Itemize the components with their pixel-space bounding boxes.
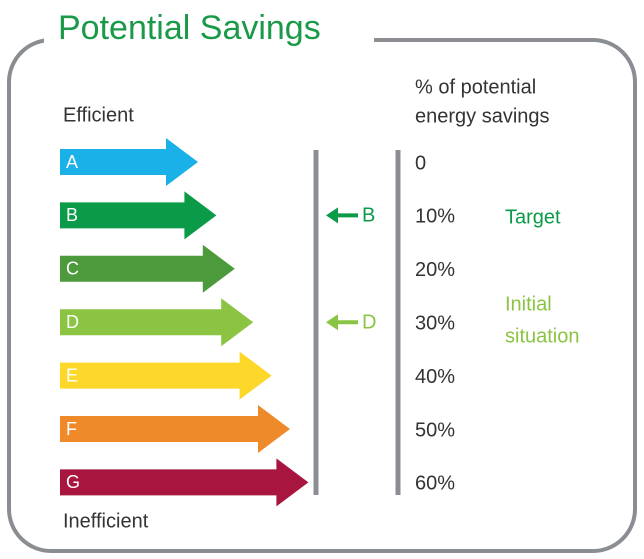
scale-level: 40% (415, 366, 455, 388)
class-label: D (66, 312, 79, 332)
scale-level: 50% (415, 419, 455, 441)
marker-head (326, 314, 338, 331)
note: Target (505, 206, 561, 228)
scale-level: 30% (415, 312, 455, 334)
note: Initial (505, 293, 552, 315)
class-arrow (60, 138, 198, 186)
scale-level: 60% (415, 473, 455, 495)
class-arrow (60, 458, 309, 507)
class-label: G (66, 472, 80, 492)
class-label: A (66, 152, 78, 172)
marker-label: D (362, 311, 376, 333)
scale-header: energy savings (415, 105, 550, 127)
scale-level: 0 (415, 152, 426, 174)
class-label: C (66, 259, 79, 279)
class-arrow (60, 298, 254, 347)
class-arrow (60, 405, 290, 453)
efficient-label: Efficient (63, 104, 134, 126)
scale-level: 20% (415, 259, 455, 281)
title-gap (44, 10, 374, 60)
scale-level: 10% (415, 206, 455, 228)
note: situation (505, 325, 580, 347)
marker-label: B (362, 205, 375, 227)
scale-header: % of potential (415, 76, 536, 98)
marker-head (326, 207, 338, 224)
class-arrow (60, 244, 235, 293)
class-arrow (60, 351, 272, 400)
inefficient-label: Inefficient (63, 510, 149, 532)
class-label: E (66, 365, 78, 385)
class-label: B (66, 205, 78, 225)
class-label: F (66, 419, 77, 439)
class-arrow (60, 191, 217, 240)
title: Potential Savings (58, 9, 321, 47)
